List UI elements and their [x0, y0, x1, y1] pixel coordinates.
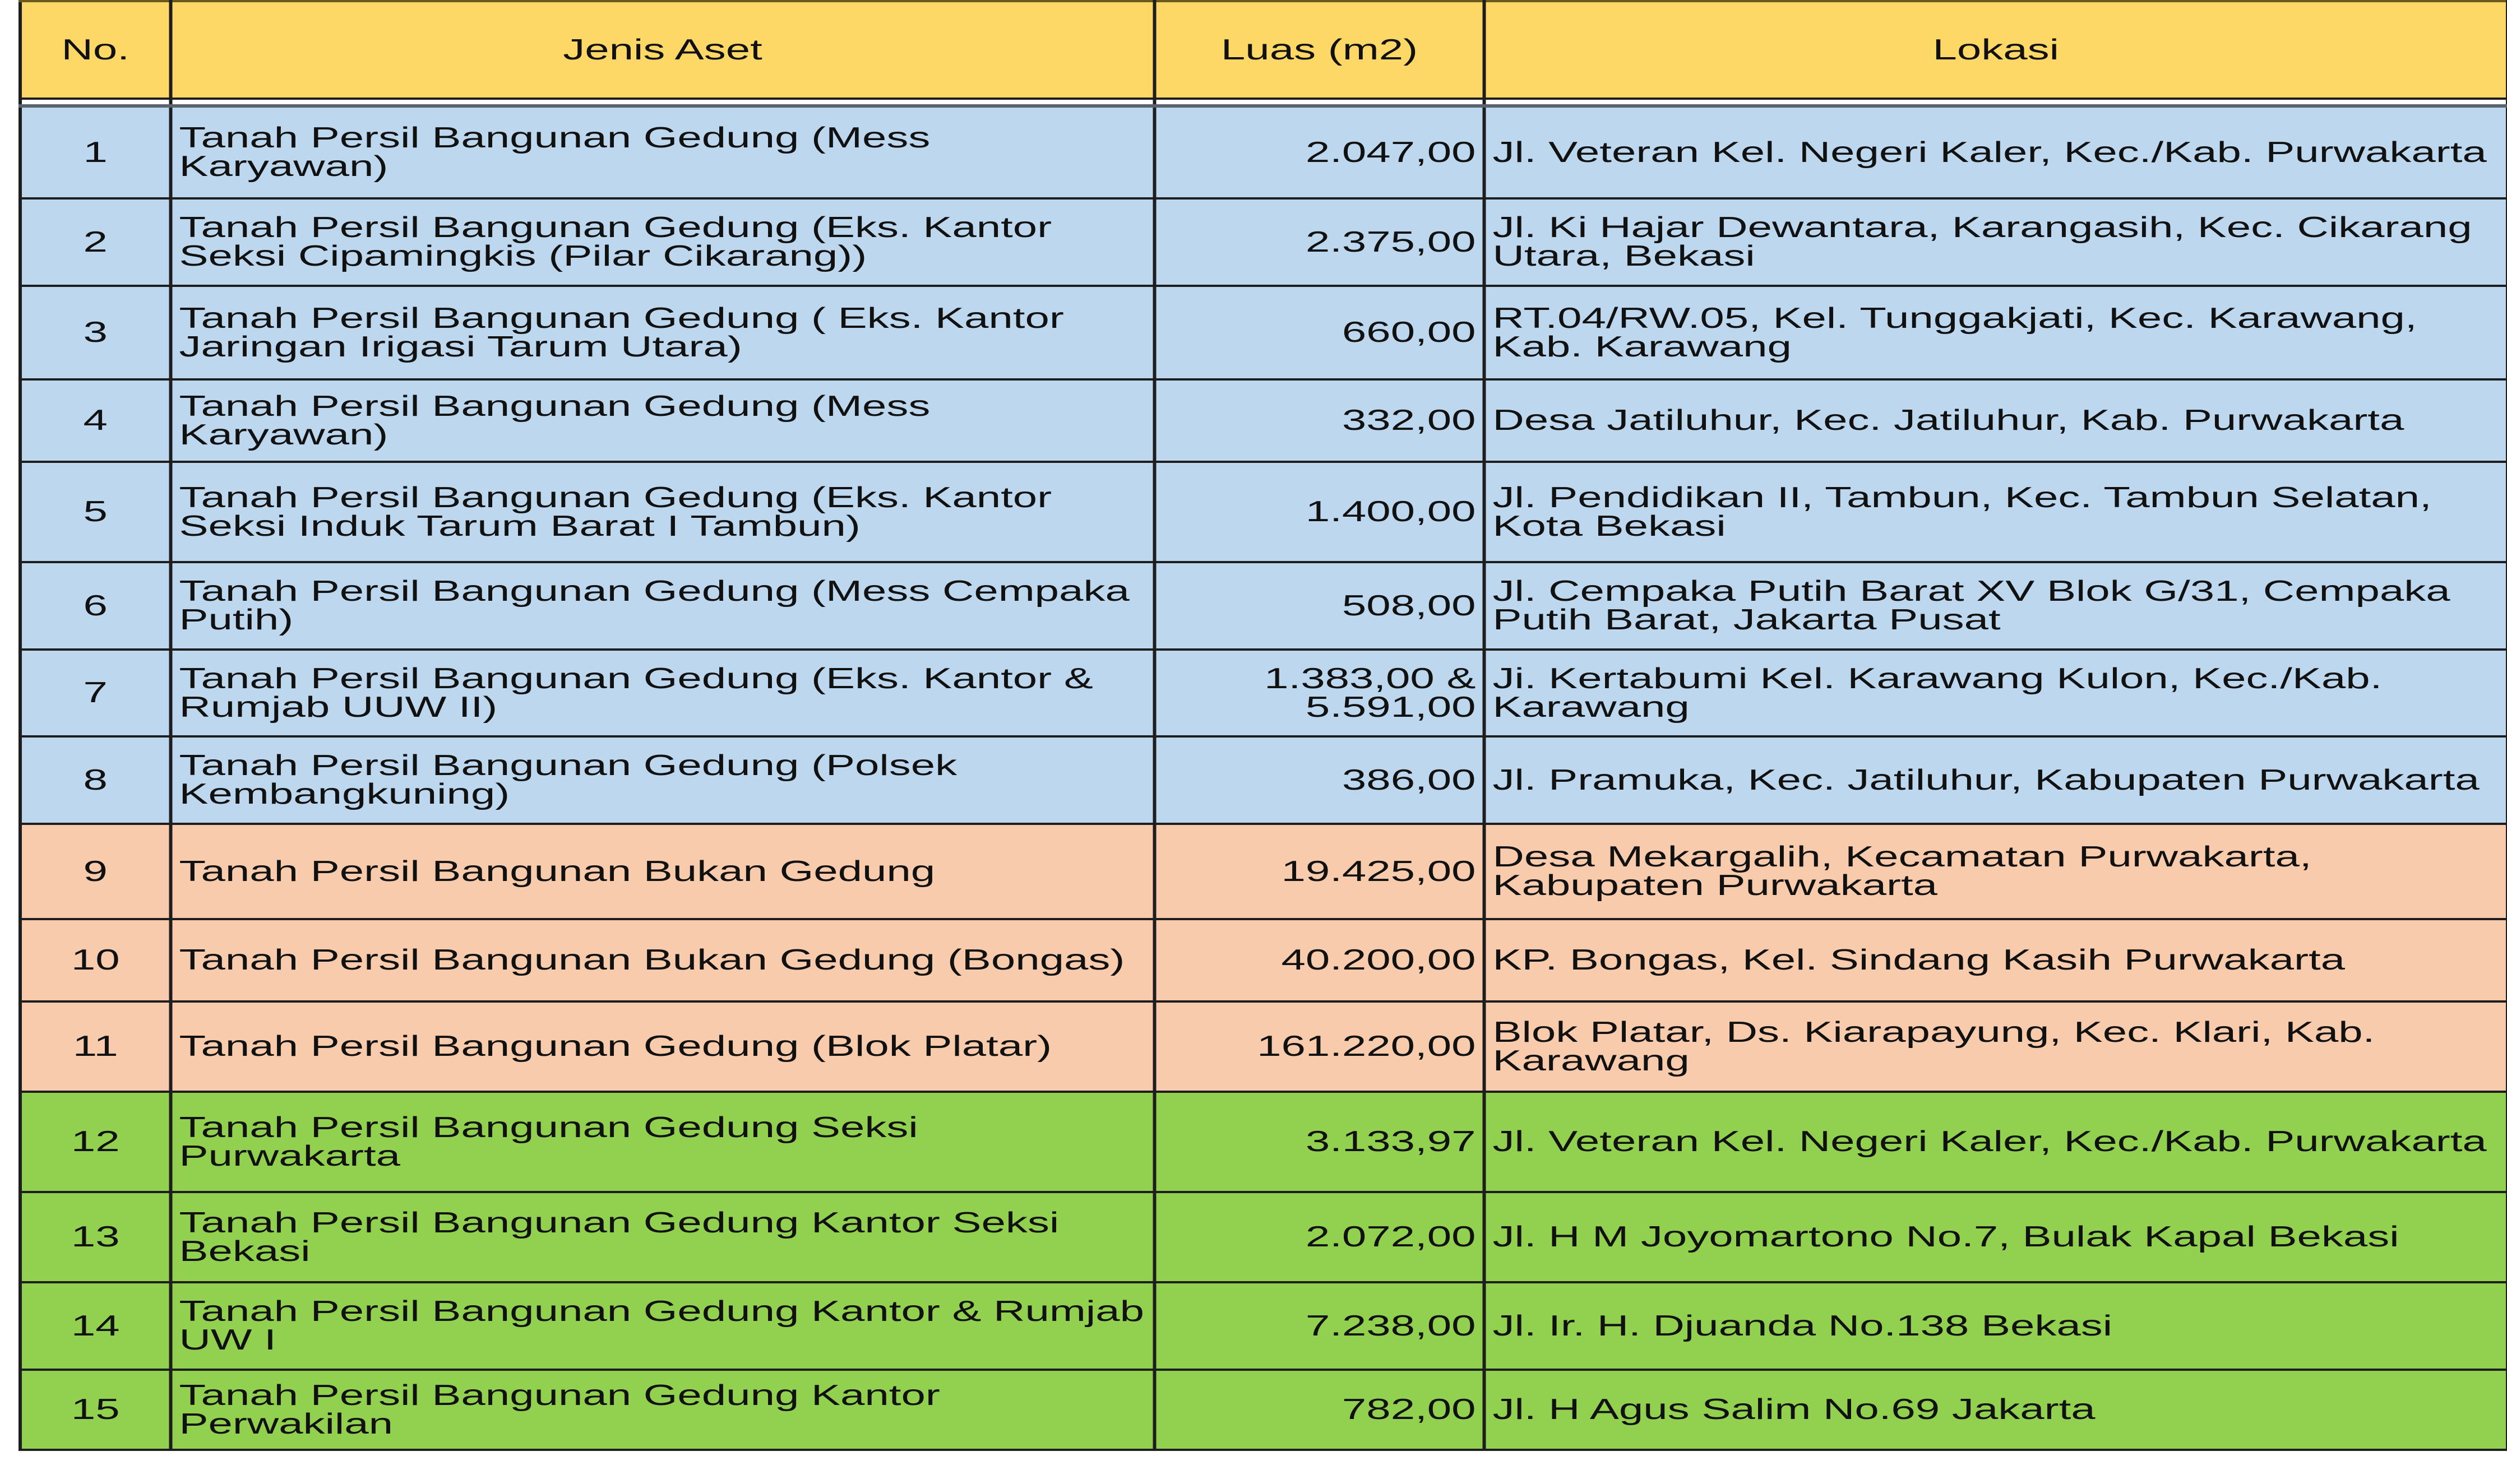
cell-no: 3: [18, 285, 173, 381]
asset-table: No. Jenis Aset Luas (m2) Lokasi 1 Tanah P…: [18, 0, 2507, 1451]
cell-luas: 660,00: [1153, 285, 1486, 381]
cell-no: 12: [18, 1091, 173, 1193]
cell-lokasi: Jl. H M Joyomartono No.7, Bulak Kapal Be…: [1482, 1191, 2507, 1283]
table-row: 4 Tanah Persil Bangunan Gedung (Mess Kary…: [18, 378, 2507, 463]
table-row: 10 Tanah Persil Bangunan Bukan Gedung (Bo…: [18, 918, 2507, 1003]
cell-no: 2: [18, 197, 173, 287]
header-row: No. Jenis Aset Luas (m2) Lokasi: [18, 0, 2507, 100]
header-no: No.: [18, 0, 173, 100]
cell-luas: 332,00: [1153, 378, 1486, 463]
cell-luas: 782,00: [1153, 1369, 1486, 1451]
cell-jenis-aset: Tanah Persil Bangunan Gedung (Blok Plata…: [169, 1000, 1157, 1093]
cell-jenis-aset: Tanah Persil Bangunan Gedung Kantor Perw…: [169, 1369, 1157, 1451]
cell-lokasi: Jl. Ki Hajar Dewantara, Karangasih, Kec.…: [1482, 197, 2507, 287]
cell-no: 13: [18, 1191, 173, 1283]
table-row: 9 Tanah Persil Bangunan Bukan Gedung 19.42…: [18, 823, 2507, 920]
cell-luas: 508,00: [1153, 561, 1486, 651]
table-row: 3 Tanah Persil Bangunan Gedung ( Eks. Kan…: [18, 285, 2507, 381]
cell-luas: 386,00: [1153, 735, 1486, 825]
table-row: 8 Tanah Persil Bangunan Gedung (Polsek Ke…: [18, 735, 2507, 825]
cell-no: 6: [18, 561, 173, 651]
cell-lokasi: Jl. Veteran Kel. Negeri Kaler, Kec./Kab.…: [1482, 105, 2507, 200]
header-separator: [18, 98, 2507, 108]
cell-no: 8: [18, 735, 173, 825]
cell-no: 10: [18, 918, 173, 1003]
cell-jenis-aset: Tanah Persil Bangunan Bukan Gedung: [169, 823, 1157, 920]
cell-lokasi: Jl. Ir. H. Djuanda No.138 Bekasi: [1482, 1281, 2507, 1371]
cell-lokasi: Jl. H Agus Salim No.69 Jakarta: [1482, 1369, 2507, 1451]
cell-luas: 7.238,00: [1153, 1281, 1486, 1371]
cell-lokasi: Desa Jatiluhur, Kec. Jatiluhur, Kab. Pur…: [1482, 378, 2507, 463]
cell-jenis-aset: Tanah Persil Bangunan Gedung Seksi Purwa…: [169, 1091, 1157, 1193]
cell-jenis-aset: Tanah Persil Bangunan Gedung Kantor & Ru…: [169, 1281, 1157, 1371]
cell-luas: 19.425,00: [1153, 823, 1486, 920]
cell-lokasi: RT.04/RW.05, Kel. Tunggakjati, Kec. Kara…: [1482, 285, 2507, 381]
cell-no: 5: [18, 461, 173, 563]
cell-luas: 1.383,00 & 5.591,00: [1153, 648, 1486, 738]
cell-jenis-aset: Tanah Persil Bangunan Gedung (Mess Cempa…: [169, 561, 1157, 651]
table-row: 12 Tanah Persil Bangunan Gedung Seksi Pur…: [18, 1091, 2507, 1193]
cell-jenis-aset: Tanah Persil Bangunan Gedung (Eks. Kanto…: [169, 461, 1157, 563]
cell-lokasi: Jl. Cempaka Putih Barat XV Blok G/31, Ce…: [1482, 561, 2507, 651]
cell-lokasi: Blok Platar, Ds. Kiarapayung, Kec. Klari…: [1482, 1000, 2507, 1093]
cell-lokasi: KP. Bongas, Kel. Sindang Kasih Purwakart…: [1482, 918, 2507, 1003]
cell-no: 7: [18, 648, 173, 738]
cell-luas: 161.220,00: [1153, 1000, 1486, 1093]
cell-no: 4: [18, 378, 173, 463]
cell-jenis-aset: Tanah Persil Bangunan Gedung Kantor Seks…: [169, 1191, 1157, 1283]
cell-no: 9: [18, 823, 173, 920]
cell-luas: 3.133,97: [1153, 1091, 1486, 1193]
cell-lokasi: Jl. Pramuka, Kec. Jatiluhur, Kabupaten P…: [1482, 735, 2507, 825]
header-jenis-aset: Jenis Aset: [169, 0, 1157, 100]
cell-lokasi: Ji. Kertabumi Kel. Karawang Kulon, Kec./…: [1482, 648, 2507, 738]
cell-luas: 2.047,00: [1153, 105, 1486, 200]
header-luas: Luas (m2): [1153, 0, 1486, 100]
cell-luas: 40.200,00: [1153, 918, 1486, 1003]
table-row: 11 Tanah Persil Bangunan Gedung (Blok Pla…: [18, 1000, 2507, 1093]
cell-jenis-aset: Tanah Persil Bangunan Gedung (Polsek Kem…: [169, 735, 1157, 825]
cell-jenis-aset: Tanah Persil Bangunan Gedung (Eks. Kanto…: [169, 197, 1157, 287]
cell-lokasi: Jl. Pendidikan II, Tambun, Kec. Tambun S…: [1482, 461, 2507, 563]
cell-lokasi: Desa Mekargalih, Kecamatan Purwakarta, K…: [1482, 823, 2507, 920]
cell-jenis-aset: Tanah Persil Bangunan Gedung (Mess Karya…: [169, 378, 1157, 463]
cell-luas: 2.072,00: [1153, 1191, 1486, 1283]
cell-luas: 1.400,00: [1153, 461, 1486, 563]
cell-no: 11: [18, 1000, 173, 1093]
table-row: 2 Tanah Persil Bangunan Gedung (Eks. Kant…: [18, 197, 2507, 287]
cell-jenis-aset: Tanah Persil Bangunan Gedung ( Eks. Kant…: [169, 285, 1157, 381]
cell-no: 14: [18, 1281, 173, 1371]
cell-no: 1: [18, 105, 173, 200]
table-row: 6 Tanah Persil Bangunan Gedung (Mess Cemp…: [18, 561, 2507, 651]
cell-jenis-aset: Tanah Persil Bangunan Gedung (Mess Karya…: [169, 105, 1157, 200]
table-row: 15 Tanah Persil Bangunan Gedung Kantor Pe…: [18, 1369, 2507, 1451]
table-row: 7 Tanah Persil Bangunan Gedung (Eks. Kant…: [18, 648, 2507, 738]
table-row: 13 Tanah Persil Bangunan Gedung Kantor Se…: [18, 1191, 2507, 1283]
cell-jenis-aset: Tanah Persil Bangunan Gedung (Eks. Kanto…: [169, 648, 1157, 738]
table-row: 5 Tanah Persil Bangunan Gedung (Eks. Kant…: [18, 461, 2507, 563]
cell-no: 15: [18, 1369, 173, 1451]
table-row: 14 Tanah Persil Bangunan Gedung Kantor & …: [18, 1281, 2507, 1371]
table-row: 1 Tanah Persil Bangunan Gedung (Mess Kary…: [18, 105, 2507, 200]
cell-jenis-aset: Tanah Persil Bangunan Bukan Gedung (Bong…: [169, 918, 1157, 1003]
cell-luas: 2.375,00: [1153, 197, 1486, 287]
header-lokasi: Lokasi: [1482, 0, 2507, 100]
cell-lokasi: Jl. Veteran Kel. Negeri Kaler, Kec./Kab.…: [1482, 1091, 2507, 1193]
